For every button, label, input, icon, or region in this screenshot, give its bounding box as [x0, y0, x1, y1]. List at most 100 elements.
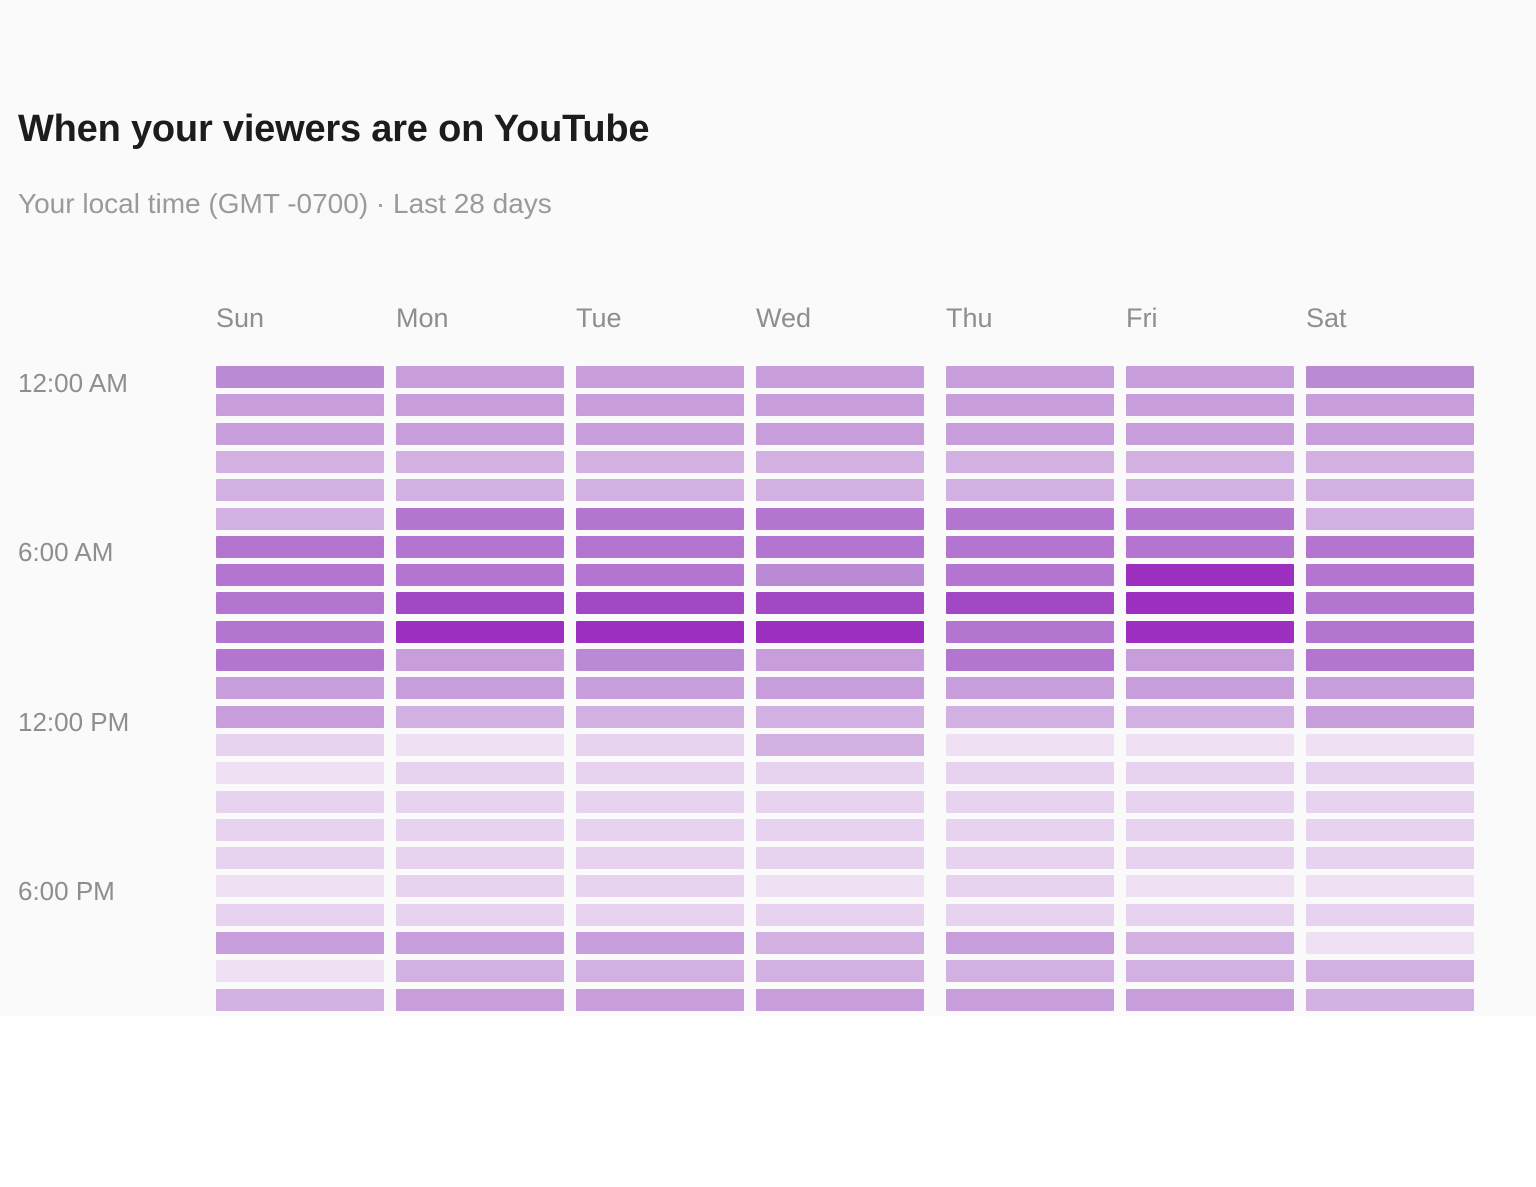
- heatmap-cell[interactable]: [946, 875, 1114, 897]
- heatmap-cell[interactable]: [756, 819, 924, 841]
- heatmap-cell[interactable]: [216, 677, 384, 699]
- heatmap-cell[interactable]: [216, 706, 384, 728]
- heatmap-cell[interactable]: [946, 394, 1114, 416]
- heatmap-cell[interactable]: [946, 423, 1114, 445]
- heatmap-cell[interactable]: [1126, 932, 1294, 954]
- heatmap-cell[interactable]: [1306, 706, 1474, 728]
- heatmap-cell[interactable]: [1306, 592, 1474, 614]
- heatmap-cell[interactable]: [756, 564, 924, 586]
- heatmap-cell[interactable]: [216, 960, 384, 982]
- heatmap-cell[interactable]: [1126, 677, 1294, 699]
- heatmap-cell[interactable]: [576, 847, 744, 869]
- heatmap-cell[interactable]: [756, 423, 924, 445]
- heatmap-cell[interactable]: [1306, 734, 1474, 756]
- heatmap-cell[interactable]: [1126, 394, 1294, 416]
- heatmap-cell[interactable]: [1126, 706, 1294, 728]
- heatmap-cell[interactable]: [576, 621, 744, 643]
- heatmap-cell[interactable]: [1306, 451, 1474, 473]
- heatmap-cell[interactable]: [1306, 508, 1474, 530]
- heatmap-cell[interactable]: [216, 394, 384, 416]
- heatmap-cell[interactable]: [1306, 394, 1474, 416]
- heatmap-cell[interactable]: [396, 536, 564, 558]
- heatmap-cell[interactable]: [1126, 734, 1294, 756]
- heatmap-cell[interactable]: [1306, 677, 1474, 699]
- heatmap-cell[interactable]: [216, 875, 384, 897]
- heatmap-cell[interactable]: [1126, 960, 1294, 982]
- heatmap-cell[interactable]: [756, 791, 924, 813]
- heatmap-cell[interactable]: [576, 989, 744, 1011]
- heatmap-cell[interactable]: [576, 819, 744, 841]
- heatmap-cell[interactable]: [946, 677, 1114, 699]
- heatmap-cell[interactable]: [216, 762, 384, 784]
- heatmap-cell[interactable]: [1306, 960, 1474, 982]
- heatmap-cell[interactable]: [1306, 762, 1474, 784]
- heatmap-cell[interactable]: [1126, 423, 1294, 445]
- heatmap-cell[interactable]: [756, 592, 924, 614]
- heatmap-cell[interactable]: [396, 706, 564, 728]
- heatmap-cell[interactable]: [1126, 621, 1294, 643]
- heatmap-cell[interactable]: [1126, 847, 1294, 869]
- heatmap-cell[interactable]: [1306, 479, 1474, 501]
- heatmap-cell[interactable]: [576, 875, 744, 897]
- heatmap-cell[interactable]: [756, 989, 924, 1011]
- heatmap-cell[interactable]: [1126, 762, 1294, 784]
- heatmap-cell[interactable]: [946, 904, 1114, 926]
- heatmap-cell[interactable]: [1126, 536, 1294, 558]
- heatmap-cell[interactable]: [756, 677, 924, 699]
- heatmap-cell[interactable]: [576, 536, 744, 558]
- heatmap-cell[interactable]: [396, 847, 564, 869]
- heatmap-cell[interactable]: [576, 394, 744, 416]
- heatmap-cell[interactable]: [576, 649, 744, 671]
- heatmap-cell[interactable]: [576, 508, 744, 530]
- heatmap-cell[interactable]: [1306, 875, 1474, 897]
- heatmap-cell[interactable]: [396, 819, 564, 841]
- heatmap-cell[interactable]: [756, 508, 924, 530]
- heatmap-cell[interactable]: [946, 451, 1114, 473]
- heatmap-cell[interactable]: [216, 536, 384, 558]
- heatmap-cell[interactable]: [1126, 819, 1294, 841]
- heatmap-cell[interactable]: [396, 394, 564, 416]
- heatmap-cell[interactable]: [396, 989, 564, 1011]
- heatmap-cell[interactable]: [576, 677, 744, 699]
- heatmap-cell[interactable]: [576, 564, 744, 586]
- heatmap-cell[interactable]: [756, 451, 924, 473]
- heatmap-cell[interactable]: [396, 423, 564, 445]
- heatmap-cell[interactable]: [396, 875, 564, 897]
- heatmap-cell[interactable]: [1306, 932, 1474, 954]
- heatmap-cell[interactable]: [756, 706, 924, 728]
- heatmap-cell[interactable]: [946, 706, 1114, 728]
- heatmap-cell[interactable]: [1126, 904, 1294, 926]
- heatmap-cell[interactable]: [756, 479, 924, 501]
- heatmap-cell[interactable]: [576, 734, 744, 756]
- heatmap-cell[interactable]: [756, 536, 924, 558]
- heatmap-cell[interactable]: [946, 536, 1114, 558]
- heatmap-cell[interactable]: [946, 366, 1114, 388]
- heatmap-cell[interactable]: [1306, 819, 1474, 841]
- heatmap-cell[interactable]: [216, 734, 384, 756]
- heatmap-cell[interactable]: [756, 649, 924, 671]
- heatmap-cell[interactable]: [1126, 875, 1294, 897]
- heatmap-cell[interactable]: [216, 451, 384, 473]
- heatmap-cell[interactable]: [216, 791, 384, 813]
- heatmap-cell[interactable]: [946, 479, 1114, 501]
- heatmap-cell[interactable]: [1306, 621, 1474, 643]
- heatmap-cell[interactable]: [946, 791, 1114, 813]
- heatmap-cell[interactable]: [216, 989, 384, 1011]
- heatmap-cell[interactable]: [216, 508, 384, 530]
- heatmap-cell[interactable]: [1126, 989, 1294, 1011]
- heatmap-cell[interactable]: [946, 932, 1114, 954]
- heatmap-cell[interactable]: [216, 592, 384, 614]
- heatmap-cell[interactable]: [756, 847, 924, 869]
- heatmap-cell[interactable]: [756, 904, 924, 926]
- heatmap-cell[interactable]: [576, 762, 744, 784]
- heatmap-cell[interactable]: [946, 621, 1114, 643]
- heatmap-cell[interactable]: [216, 819, 384, 841]
- heatmap-cell[interactable]: [1306, 649, 1474, 671]
- heatmap-cell[interactable]: [1126, 592, 1294, 614]
- heatmap-cell[interactable]: [1126, 649, 1294, 671]
- heatmap-cell[interactable]: [216, 479, 384, 501]
- heatmap-cell[interactable]: [576, 451, 744, 473]
- heatmap-cell[interactable]: [946, 649, 1114, 671]
- heatmap-cell[interactable]: [216, 366, 384, 388]
- heatmap-cell[interactable]: [946, 564, 1114, 586]
